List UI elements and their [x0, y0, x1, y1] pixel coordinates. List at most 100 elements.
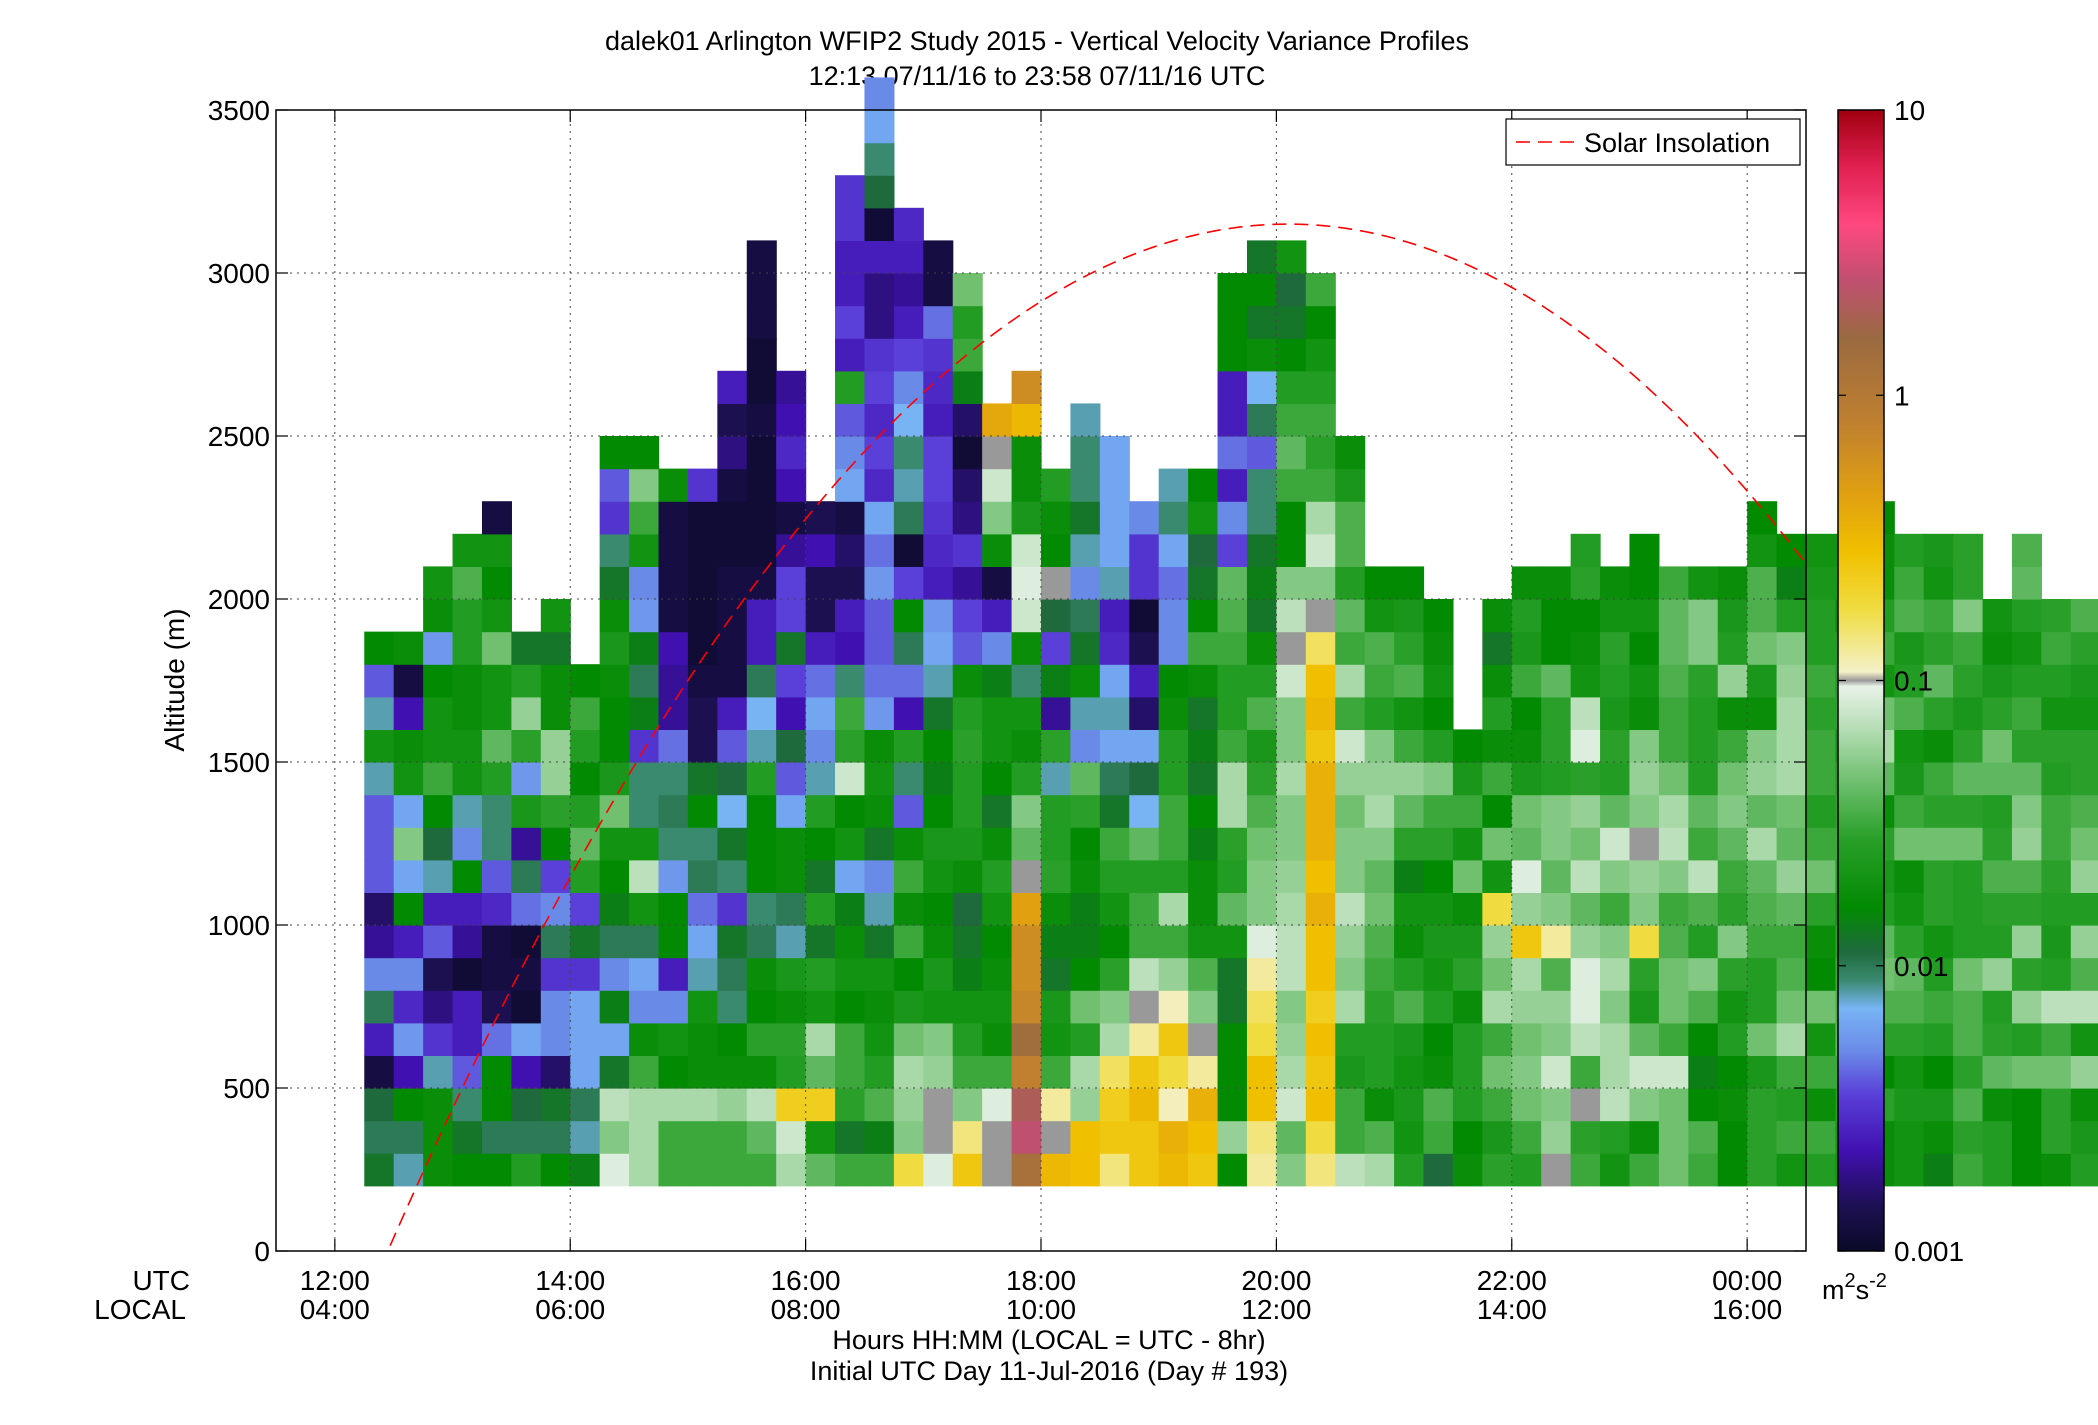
heatmap-cell: [1188, 566, 1219, 600]
heatmap-cell: [1217, 696, 1248, 730]
heatmap-cell: [1335, 1120, 1366, 1154]
heatmap-cell: [364, 1153, 395, 1187]
heatmap-cell: [511, 1153, 542, 1187]
heatmap-cell: [1394, 1153, 1425, 1187]
heatmap-cell: [1658, 1022, 1689, 1056]
heatmap-cell: [864, 273, 895, 307]
heatmap-cell: [1099, 892, 1130, 926]
x-tick-label-local: 06:00: [535, 1294, 605, 1325]
heatmap-cell: [1658, 729, 1689, 763]
heatmap-cell: [1394, 1022, 1425, 1056]
heatmap-cell: [746, 533, 777, 567]
heatmap-cell: [1747, 827, 1778, 861]
heatmap-cell: [364, 1022, 395, 1056]
heatmap-cell: [1570, 762, 1601, 796]
heatmap-cell: [1688, 664, 1719, 698]
heatmap-cell: [805, 762, 836, 796]
heatmap-cell: [1570, 990, 1601, 1024]
heatmap-cell: [1188, 1022, 1219, 1056]
heatmap-cell: [1776, 762, 1807, 796]
heatmap-cell: [1335, 696, 1366, 730]
heatmap-cell: [776, 566, 807, 600]
heatmap-cell: [1482, 859, 1513, 893]
heatmap-cell: [1982, 1153, 2013, 1187]
heatmap-cell: [1129, 892, 1160, 926]
heatmap-cell: [452, 599, 483, 633]
heatmap-cell: [982, 696, 1013, 730]
heatmap-cell: [776, 436, 807, 470]
heatmap-cell: [893, 664, 924, 698]
heatmap-cell: [1276, 1022, 1307, 1056]
heatmap-cell: [923, 1022, 954, 1056]
heatmap-cell: [687, 762, 718, 796]
heatmap-cell: [835, 631, 866, 665]
heatmap-cell: [1011, 892, 1042, 926]
heatmap-cell: [1217, 1055, 1248, 1089]
heatmap-cell: [1452, 762, 1483, 796]
grid: [276, 109, 1806, 1252]
x-tick-label-utc: 12:00: [300, 1265, 370, 1296]
heatmap-cell: [687, 696, 718, 730]
heatmap-cell: [1335, 957, 1366, 991]
heatmap-cell: [1011, 762, 1042, 796]
heatmap-cell: [1364, 1088, 1395, 1122]
heatmap-cell: [1217, 859, 1248, 893]
heatmap-cell: [1129, 631, 1160, 665]
y-tick-label: 2500: [208, 421, 270, 452]
heatmap-cell: [1217, 468, 1248, 502]
heatmap-cell: [746, 631, 777, 665]
heatmap-cell: [1953, 599, 1984, 633]
heatmap-cell: [1923, 729, 1954, 763]
heatmap-cell: [1688, 827, 1719, 861]
y-tick-label: 1500: [208, 747, 270, 778]
heatmap-cell: [835, 599, 866, 633]
colorbar-tick-label: 10: [1894, 95, 1925, 126]
heatmap-cell: [1305, 1055, 1336, 1089]
heatmap-cell: [776, 599, 807, 633]
heatmap-cell: [1923, 892, 1954, 926]
heatmap-cell: [1158, 859, 1189, 893]
heatmap-cell: [364, 990, 395, 1024]
heatmap-cell: [1099, 501, 1130, 535]
heatmap-cell: [1070, 1120, 1101, 1154]
heatmap-cell: [1129, 859, 1160, 893]
heatmap-cell: [864, 925, 895, 959]
heatmap-cell: [364, 729, 395, 763]
heatmap-cell: [2041, 1120, 2072, 1154]
heatmap-cell: [1894, 827, 1925, 861]
heatmap-cell: [1923, 664, 1954, 698]
heatmap-cell: [952, 696, 983, 730]
heatmap-cell: [687, 859, 718, 893]
heatmap-cell: [2041, 1022, 2072, 1056]
heatmap-cell: [1629, 1120, 1660, 1154]
heatmap-cell: [629, 957, 660, 991]
heatmap-cell: [1570, 566, 1601, 600]
heatmap-cell: [2041, 892, 2072, 926]
heatmap-cell: [2011, 1120, 2042, 1154]
heatmap-cell: [629, 1153, 660, 1187]
heatmap-cell: [1070, 925, 1101, 959]
heatmap-cell: [364, 631, 395, 665]
heatmap-cell: [835, 729, 866, 763]
heatmap-cell: [717, 631, 748, 665]
heatmap-cell: [1099, 631, 1130, 665]
heatmap-cell: [452, 794, 483, 828]
heatmap-cell: [452, 990, 483, 1024]
heatmap-cell: [835, 1120, 866, 1154]
heatmap-cell: [835, 892, 866, 926]
heatmap-cell: [1070, 696, 1101, 730]
heatmap-cell: [1982, 729, 2013, 763]
heatmap-cell: [1923, 762, 1954, 796]
heatmap-cell: [982, 533, 1013, 567]
heatmap-cell: [1305, 729, 1336, 763]
heatmap-cell: [658, 468, 689, 502]
heatmap-cell: [1923, 1153, 1954, 1187]
heatmap-cell: [1747, 859, 1778, 893]
heatmap-cell: [1335, 664, 1366, 698]
heatmap-cell: [746, 1022, 777, 1056]
heatmap-cell: [423, 827, 454, 861]
heatmap-cell: [1188, 892, 1219, 926]
heatmap-cell: [1394, 762, 1425, 796]
heatmap-cell: [1041, 892, 1072, 926]
heatmap-cell: [1335, 599, 1366, 633]
